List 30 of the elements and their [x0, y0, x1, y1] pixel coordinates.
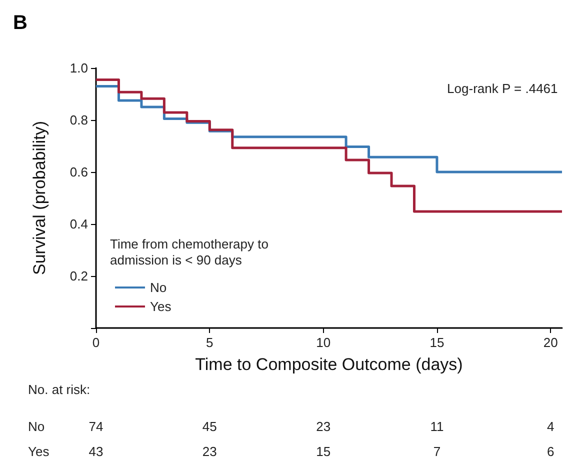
x-tick-label: 15	[430, 335, 444, 350]
text: 23	[202, 444, 217, 459]
text: No. at risk:	[28, 382, 90, 397]
y-tick-label: 0.4	[70, 216, 88, 232]
text: Yes	[28, 444, 50, 459]
y-tick-label: 0.8	[70, 112, 88, 128]
text: 23	[316, 419, 331, 434]
chart-title: B	[13, 12, 28, 34]
text: No	[28, 419, 45, 434]
y-axis-title: Survival (probability)	[30, 121, 49, 275]
x-tick-label: 0	[92, 335, 100, 350]
text: 7	[433, 444, 441, 459]
text: 6	[547, 444, 554, 459]
y-tick-label: 0.2	[70, 268, 88, 284]
y-tick-label: 0.6	[70, 164, 88, 180]
legend-label: No	[150, 280, 167, 295]
x-axis-title: Time to Composite Outcome (days)	[195, 355, 463, 374]
text: 4	[547, 419, 554, 434]
x-tick-label: 10	[316, 335, 331, 350]
text: 43	[88, 444, 104, 459]
text: 74	[88, 419, 104, 434]
x-tick-label: 20	[543, 335, 558, 350]
annotation: Log-rank P = .4461	[447, 81, 558, 96]
text: 15	[316, 444, 331, 459]
legend-label: Yes	[150, 299, 172, 314]
text: 45	[202, 419, 217, 434]
text: 11	[430, 419, 444, 434]
legend-title: Time from chemotherapy to admission is < 90 days	[110, 236, 272, 268]
y-tick-label: 1.0	[70, 60, 88, 76]
x-tick-label: 5	[206, 335, 214, 350]
